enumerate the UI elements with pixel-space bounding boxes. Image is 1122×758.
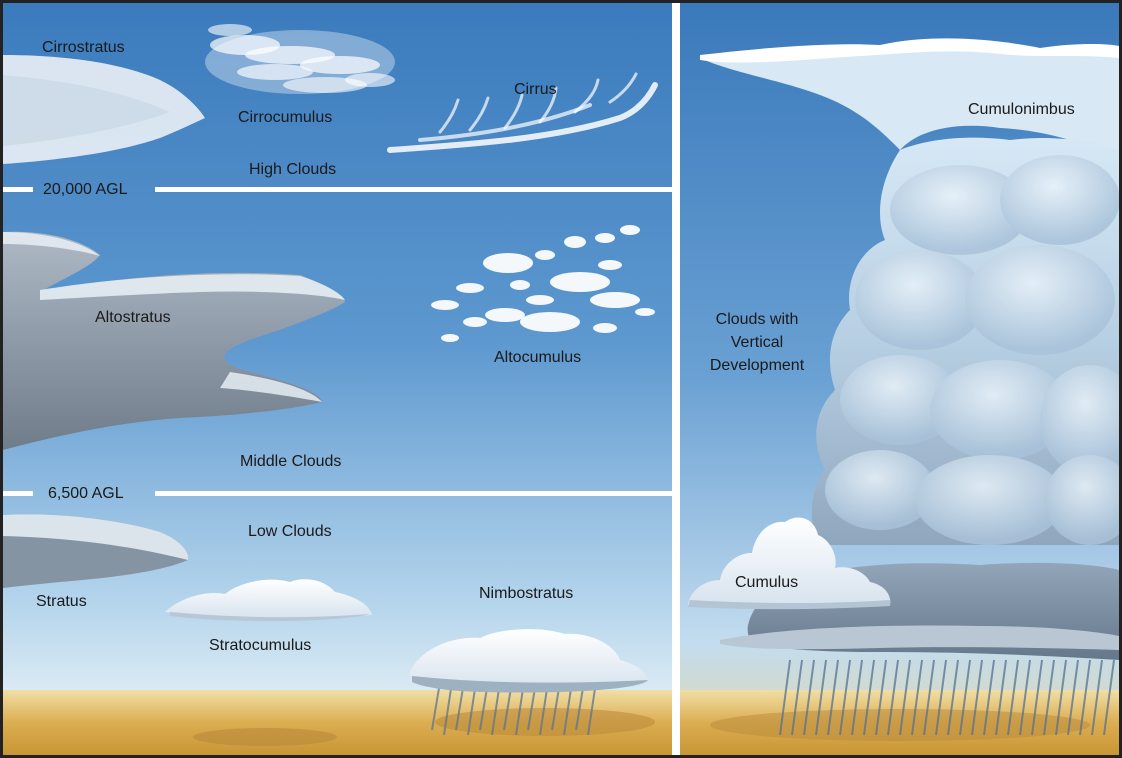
- ground-shadow: [193, 728, 337, 746]
- label-nimbostratus: Nimbostratus: [479, 584, 573, 603]
- label-altocumulus: Altocumulus: [494, 348, 581, 367]
- altitude-20000-agl: 20,000 AGL: [37, 180, 134, 199]
- vertical-line-2: Vertical: [697, 331, 817, 354]
- label-stratus: Stratus: [36, 592, 87, 611]
- label-cumulus: Cumulus: [735, 573, 798, 592]
- label-vertical-development: Clouds with Vertical Development: [697, 308, 817, 377]
- label-low-clouds: Low Clouds: [248, 522, 332, 541]
- label-stratocumulus: Stratocumulus: [209, 636, 311, 655]
- label-cirrocumulus: Cirrocumulus: [238, 108, 332, 127]
- label-high-clouds: High Clouds: [249, 160, 336, 179]
- label-middle-clouds: Middle Clouds: [240, 452, 341, 471]
- line-20000: [3, 187, 33, 192]
- label-altostratus: Altostratus: [95, 308, 171, 327]
- line-6500: [3, 491, 33, 496]
- vertical-line-1: Clouds with: [697, 308, 817, 331]
- label-cirrus: Cirrus: [514, 80, 557, 99]
- line-20000: [155, 187, 672, 192]
- label-cirrostratus: Cirrostratus: [42, 38, 125, 57]
- panel-divider: [672, 3, 680, 755]
- line-6500: [155, 491, 672, 496]
- vertical-line-3: Development: [697, 354, 817, 377]
- altitude-6500-agl: 6,500 AGL: [42, 484, 130, 503]
- label-cumulonimbus: Cumulonimbus: [968, 100, 1075, 119]
